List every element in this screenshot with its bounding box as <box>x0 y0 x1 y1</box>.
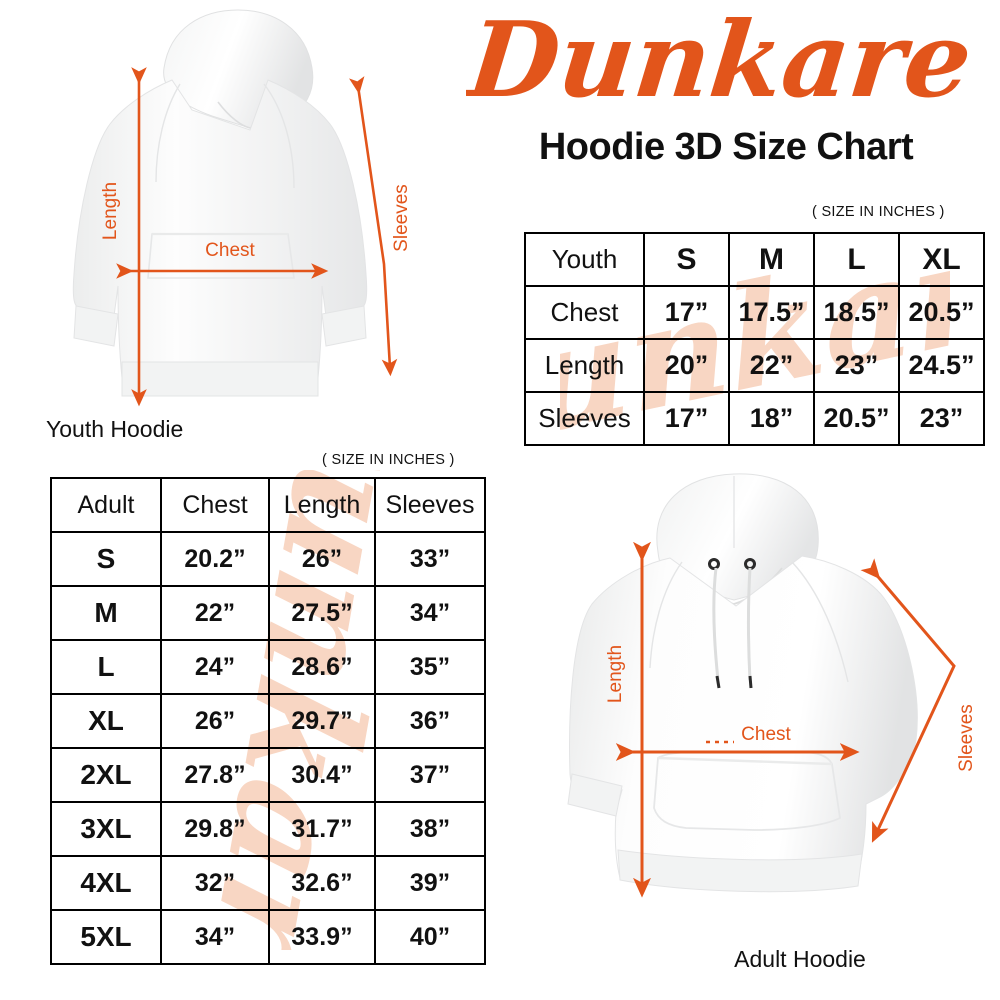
adult-length-label: Length <box>605 645 626 703</box>
table-row: L 24” 28.6” 35” <box>50 639 486 695</box>
youth-size-in-inches-note: ( SIZE IN INCHES ) <box>812 204 945 220</box>
table-row: XL 26” 29.7” 36” <box>50 693 486 749</box>
adult-s-length: 26” <box>268 531 376 587</box>
adult-size-in-inches-note: ( SIZE IN INCHES ) <box>322 452 455 468</box>
adult-size-table: Adult Chest Length Sleeves S 20.2” 26” 3… <box>50 477 486 965</box>
youth-chest-xl: 20.5” <box>898 285 985 340</box>
youth-length-label: Length <box>100 182 121 240</box>
adult-size-s: S <box>50 531 162 587</box>
adult-size-xl: XL <box>50 693 162 749</box>
adult-s-sleeves: 33” <box>374 531 486 587</box>
table-row: Chest 17” 17.5” 18.5” 20.5” <box>524 285 985 340</box>
adult-l-sleeves: 35” <box>374 639 486 695</box>
brand-logo-text: Dunkare <box>466 4 977 121</box>
youth-row-sleeves-label: Sleeves <box>524 391 645 446</box>
adult-size-3xl: 3XL <box>50 801 162 857</box>
adult-5xl-length: 33.9” <box>268 909 376 965</box>
youth-sleeves-m: 18” <box>728 391 815 446</box>
adult-s-chest: 20.2” <box>160 531 270 587</box>
adult-3xl-chest: 29.8” <box>160 801 270 857</box>
adult-size-5xl: 5XL <box>50 909 162 965</box>
page-title: Hoodie 3D Size Chart <box>538 126 914 168</box>
adult-sleeves-label: Sleeves <box>956 704 977 772</box>
youth-length-m: 22” <box>728 338 815 393</box>
adult-col-chest: Chest <box>160 477 270 533</box>
adult-2xl-sleeves: 37” <box>374 747 486 803</box>
adult-chest-label: Chest <box>741 724 791 745</box>
youth-row-length-label: Length <box>524 338 645 393</box>
table-row: 2XL 27.8” 30.4” 37” <box>50 747 486 803</box>
youth-sleeves-l: 20.5” <box>813 391 900 446</box>
adult-5xl-sleeves: 40” <box>374 909 486 965</box>
adult-col-sleeves: Sleeves <box>374 477 486 533</box>
adult-4xl-length: 32.6” <box>268 855 376 911</box>
youth-chest-label: Chest <box>205 240 255 261</box>
youth-sleeves-s: 17” <box>643 391 730 446</box>
adult-4xl-sleeves: 39” <box>374 855 486 911</box>
adult-size-m: M <box>50 585 162 641</box>
youth-chest-m: 17.5” <box>728 285 815 340</box>
adult-l-chest: 24” <box>160 639 270 695</box>
table-row: 3XL 29.8” 31.7” 38” <box>50 801 486 857</box>
brand-logo: Dunkare <box>466 4 986 124</box>
adult-hoodie-caption: Adult Hoodie <box>734 946 866 972</box>
youth-chest-s: 17” <box>643 285 730 340</box>
adult-size-2xl: 2XL <box>50 747 162 803</box>
adult-4xl-chest: 32” <box>160 855 270 911</box>
youth-row-chest-label: Chest <box>524 285 645 340</box>
youth-col-m: M <box>728 232 815 287</box>
youth-chest-l: 18.5” <box>813 285 900 340</box>
youth-length-l: 23” <box>813 338 900 393</box>
youth-hoodie-caption: Youth Hoodie <box>46 416 184 442</box>
youth-hoodie-illustration: Length Chest Sleeves <box>72 9 412 407</box>
table-row: S 20.2” 26” 33” <box>50 531 486 587</box>
adult-5xl-chest: 34” <box>160 909 270 965</box>
adult-corner-label: Adult <box>50 477 162 533</box>
youth-length-s: 20” <box>643 338 730 393</box>
adult-size-4xl: 4XL <box>50 855 162 911</box>
adult-l-length: 28.6” <box>268 639 376 695</box>
youth-col-xl: XL <box>898 232 985 287</box>
youth-corner-label: Youth <box>524 232 645 287</box>
youth-length-xl: 24.5” <box>898 338 985 393</box>
adult-2xl-chest: 27.8” <box>160 747 270 803</box>
adult-3xl-sleeves: 38” <box>374 801 486 857</box>
youth-size-table: Youth S M L XL Chest 17” 17.5” 18.5” 20.… <box>524 232 985 446</box>
youth-col-s: S <box>643 232 730 287</box>
adult-col-length: Length <box>268 477 376 533</box>
table-row: 5XL 34” 33.9” 40” <box>50 909 486 965</box>
youth-sleeves-xl: 23” <box>898 391 985 446</box>
adult-m-chest: 22” <box>160 585 270 641</box>
table-row: M 22” 27.5” 34” <box>50 585 486 641</box>
youth-sleeves-arrow <box>349 76 398 377</box>
adult-2xl-length: 30.4” <box>268 747 376 803</box>
youth-sleeves-label: Sleeves <box>391 184 412 252</box>
table-row: 4XL 32” 32.6” 39” <box>50 855 486 911</box>
adult-3xl-length: 31.7” <box>268 801 376 857</box>
table-row: Youth S M L XL <box>524 232 985 287</box>
adult-xl-chest: 26” <box>160 693 270 749</box>
adult-m-sleeves: 34” <box>374 585 486 641</box>
adult-size-l: L <box>50 639 162 695</box>
adult-m-length: 27.5” <box>268 585 376 641</box>
adult-xl-length: 29.7” <box>268 693 376 749</box>
table-row: Adult Chest Length Sleeves <box>50 477 486 533</box>
adult-xl-sleeves: 36” <box>374 693 486 749</box>
adult-hoodie-illustration: Length Chest Sleeves <box>567 473 977 898</box>
youth-col-l: L <box>813 232 900 287</box>
table-row: Length 20” 22” 23” 24.5” <box>524 338 985 393</box>
table-row: Sleeves 17” 18” 20.5” 23” <box>524 391 985 446</box>
adult-sleeves-arrow <box>860 558 956 843</box>
